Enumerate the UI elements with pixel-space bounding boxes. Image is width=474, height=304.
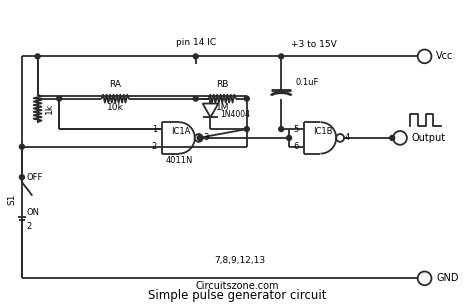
Text: 4: 4 <box>345 133 350 142</box>
Circle shape <box>35 54 40 59</box>
Polygon shape <box>202 104 219 117</box>
Circle shape <box>279 126 283 132</box>
Text: Output: Output <box>412 133 446 143</box>
Circle shape <box>193 96 198 101</box>
Circle shape <box>193 54 198 59</box>
Circle shape <box>390 136 395 140</box>
Text: 5: 5 <box>293 125 299 133</box>
Circle shape <box>287 136 292 140</box>
Circle shape <box>279 54 283 59</box>
Text: 3: 3 <box>204 133 209 142</box>
Text: 1: 1 <box>152 125 157 133</box>
Text: 7,8,9,12,13: 7,8,9,12,13 <box>214 256 265 265</box>
Text: ON: ON <box>27 209 40 217</box>
Text: 1k: 1k <box>45 103 54 114</box>
Circle shape <box>245 126 249 132</box>
Circle shape <box>57 96 62 101</box>
Text: 0.1uF: 0.1uF <box>296 78 319 88</box>
Circle shape <box>418 50 431 63</box>
Circle shape <box>418 271 431 285</box>
Text: Vcc: Vcc <box>437 51 454 61</box>
Text: IC1B: IC1B <box>313 127 332 136</box>
Text: Simple pulse generator circuit: Simple pulse generator circuit <box>148 288 326 302</box>
Text: IC1A: IC1A <box>171 127 191 136</box>
Text: OFF: OFF <box>27 173 43 182</box>
Text: 1N4004: 1N4004 <box>220 110 250 119</box>
Circle shape <box>245 96 249 101</box>
Text: 2: 2 <box>27 222 32 231</box>
Text: RA: RA <box>109 80 121 89</box>
Text: RB: RB <box>216 80 228 89</box>
Text: Circuitszone.com: Circuitszone.com <box>195 281 279 291</box>
Circle shape <box>393 131 407 145</box>
Text: pin 14 IC: pin 14 IC <box>176 38 216 47</box>
Circle shape <box>197 136 202 140</box>
Text: GND: GND <box>437 273 459 283</box>
Text: S1: S1 <box>7 193 16 205</box>
Text: 10k: 10k <box>107 103 124 112</box>
Text: 4011N: 4011N <box>165 157 193 165</box>
Text: 2: 2 <box>152 142 157 151</box>
Circle shape <box>336 134 344 142</box>
Text: 6: 6 <box>293 142 299 151</box>
Text: 1M: 1M <box>216 103 229 112</box>
Circle shape <box>195 134 202 142</box>
Text: +3 to 15V: +3 to 15V <box>291 40 337 49</box>
Circle shape <box>19 175 24 180</box>
Circle shape <box>19 144 24 149</box>
